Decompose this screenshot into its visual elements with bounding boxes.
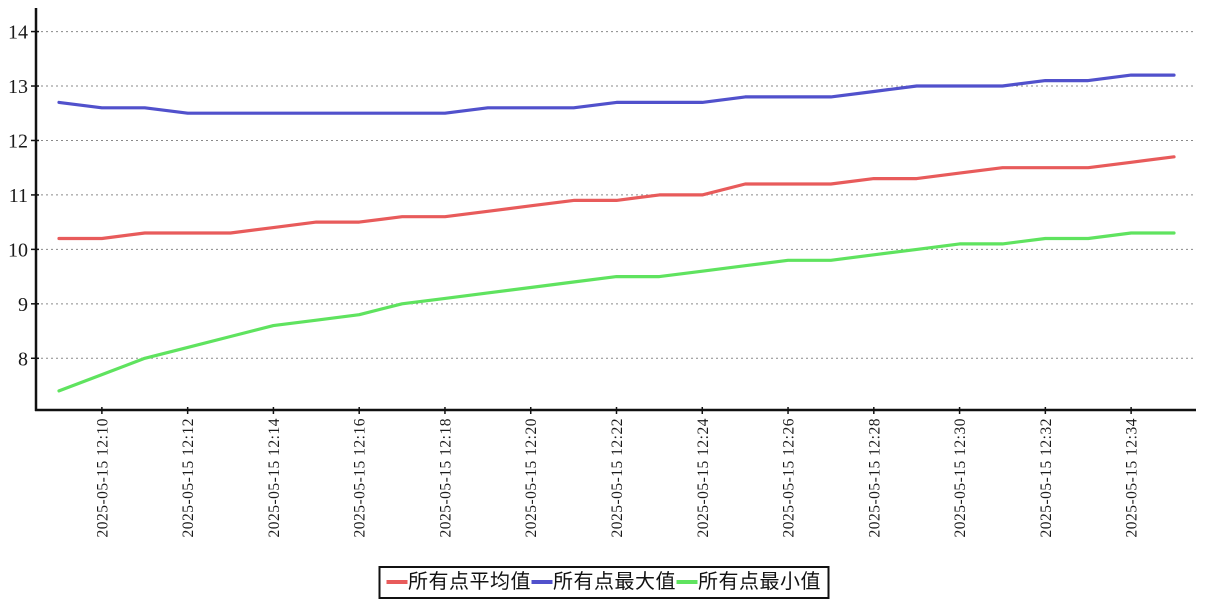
axes bbox=[34, 8, 1196, 412]
x-tick-label: 2025-05-15 12:30 bbox=[952, 418, 969, 538]
x-tick-label: 2025-05-15 12:20 bbox=[523, 418, 540, 538]
x-tick-label: 2025-05-15 12:34 bbox=[1124, 418, 1141, 538]
x-tick-label: 2025-05-15 12:16 bbox=[352, 418, 369, 538]
x-tick-label: 2025-05-15 12:24 bbox=[695, 418, 712, 538]
x-tick-label: 2025-05-15 12:22 bbox=[609, 418, 626, 538]
x-tick-label: 2025-05-15 12:32 bbox=[1038, 418, 1055, 538]
x-axis-tick-labels: 2025-05-15 12:10 2025-05-15 12:12 2025-05-… bbox=[94, 407, 1141, 538]
series-line-1 bbox=[57, 73, 1176, 115]
average-line-swatch-icon bbox=[386, 580, 407, 584]
y-tick-label: 8 bbox=[18, 348, 28, 370]
max-line-swatch-icon bbox=[531, 580, 552, 584]
y-tick-label: 13 bbox=[8, 76, 28, 98]
y-tick-label: 10 bbox=[8, 239, 28, 261]
legend-label-min: 所有点最小值 bbox=[698, 571, 821, 593]
legend-item-max: 所有点最大值 bbox=[531, 569, 676, 595]
legend-item-average: 所有点平均值 bbox=[386, 569, 531, 595]
x-tick-label: 2025-05-15 12:18 bbox=[437, 418, 454, 538]
y-tick-label: 9 bbox=[18, 294, 28, 316]
x-tick-label: 2025-05-15 12:26 bbox=[781, 418, 798, 538]
chart-legend: 所有点平均值 所有点最大值 所有点最小值 bbox=[378, 566, 829, 599]
x-tick-label: 2025-05-15 12:14 bbox=[266, 418, 283, 538]
min-line-swatch-icon bbox=[676, 580, 697, 584]
x-tick-label: 2025-05-15 12:10 bbox=[94, 418, 111, 538]
legend-label-average: 所有点平均值 bbox=[408, 571, 531, 593]
x-tick-label: 2025-05-15 12:28 bbox=[866, 418, 883, 538]
y-tick-label: 12 bbox=[8, 130, 28, 152]
y-gridlines bbox=[31, 30, 1196, 360]
legend-label-max: 所有点最大值 bbox=[553, 571, 676, 593]
y-tick-label: 11 bbox=[9, 185, 28, 207]
y-tick-label: 14 bbox=[8, 22, 28, 44]
legend-item-min: 所有点最小值 bbox=[676, 569, 821, 595]
x-tick-label: 2025-05-15 12:12 bbox=[180, 418, 197, 538]
y-axis-tick-labels: 8 9 10 11 12 13 14 bbox=[8, 22, 28, 371]
series-line-2 bbox=[57, 231, 1176, 393]
series-line-0 bbox=[57, 155, 1176, 241]
